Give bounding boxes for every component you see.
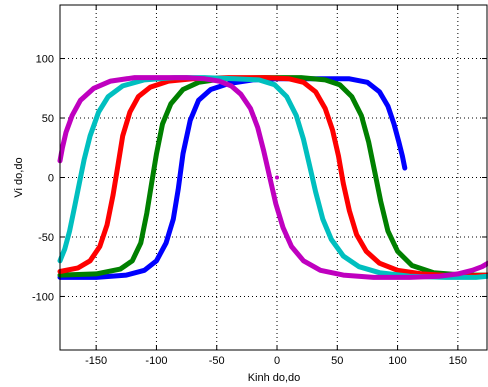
center-point <box>275 175 280 180</box>
y-tick-label: 0 <box>48 173 54 185</box>
y-tick-label: -100 <box>32 291 54 303</box>
series-line-5 <box>57 75 488 280</box>
ticks: -150 -100 -50 0 50 100 150 -100 -50 0 50 100 <box>32 5 487 367</box>
x-tick-label: -50 <box>209 355 225 367</box>
x-tick-label: 50 <box>331 355 343 367</box>
x-tick-label: -150 <box>85 355 107 367</box>
x-axis-label: Kinh do,do <box>248 372 301 384</box>
x-tick-label: -100 <box>145 355 167 367</box>
y-tick-label: 100 <box>36 54 54 66</box>
y-axis-label: Vi do,do <box>13 157 25 197</box>
y-tick-label: 50 <box>42 113 54 125</box>
series-group <box>57 75 488 280</box>
x-tick-label: 100 <box>388 355 406 367</box>
series-line-1 <box>57 76 408 280</box>
y-tick-label: -50 <box>38 232 54 244</box>
x-tick-label: 150 <box>449 355 467 367</box>
series-line-3 <box>57 75 488 279</box>
series-line-4 <box>57 75 488 280</box>
x-tick-label: 0 <box>274 355 280 367</box>
